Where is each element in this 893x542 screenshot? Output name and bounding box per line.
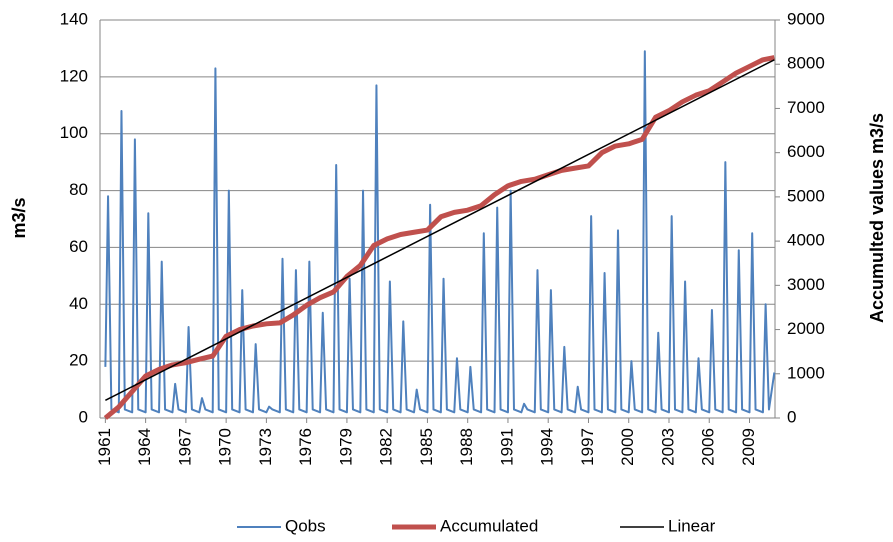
x-tick-label: 1994 (538, 428, 557, 466)
legend-label: Accumulated (440, 516, 538, 535)
legend-label: Qobs (285, 516, 326, 535)
x-tick-label: 1979 (336, 428, 355, 466)
y2-tick-label: 1000 (787, 363, 825, 382)
x-tick-label: 2003 (658, 428, 677, 466)
y-tick-label: 20 (69, 351, 88, 370)
x-tick-label: 1991 (497, 428, 516, 466)
y2-tick-label: 5000 (787, 186, 825, 205)
y2-tick-label: 2000 (787, 319, 825, 338)
x-tick-label: 1970 (216, 428, 235, 466)
x-tick-label: 1967 (175, 428, 194, 466)
y2-tick-label: 0 (787, 407, 796, 426)
series-line (104, 50, 776, 414)
x-tick-label: 1964 (135, 428, 154, 466)
y2-tick-label: 6000 (787, 142, 825, 161)
x-tick-label: 1997 (578, 428, 597, 466)
y2-tick-label: 3000 (787, 275, 825, 294)
y-tick-label: 80 (69, 180, 88, 199)
y-tick-label: 140 (60, 9, 88, 28)
y2-tick-label: 9000 (787, 9, 825, 28)
series-line (105, 59, 775, 401)
legend-label: Linear (668, 516, 716, 535)
y-tick-label: 60 (69, 237, 88, 256)
y2-tick-label: 8000 (787, 54, 825, 73)
x-tick-label: 1982 (377, 428, 396, 466)
x-tick-label: 2000 (618, 428, 637, 466)
y-tick-label: 100 (60, 123, 88, 142)
x-tick-label: 1985 (417, 428, 436, 466)
y2-tick-label: 4000 (787, 231, 825, 250)
y-axis-title: m3/s (9, 197, 29, 238)
x-tick-label: 2006 (699, 428, 718, 466)
x-tick-label: 2009 (739, 428, 758, 466)
x-tick-label: 1976 (296, 428, 315, 466)
y-tick-label: 120 (60, 66, 88, 85)
x-tick-label: 1961 (95, 428, 114, 466)
x-tick-label: 1988 (457, 428, 476, 466)
y-tick-label: 40 (69, 294, 88, 313)
x-tick-label: 1973 (256, 428, 275, 466)
series-line (103, 55, 775, 420)
y-tick-label: 0 (79, 407, 88, 426)
y2-axis-title: Accumulted values m3/s (867, 113, 887, 323)
y2-tick-label: 7000 (787, 98, 825, 117)
